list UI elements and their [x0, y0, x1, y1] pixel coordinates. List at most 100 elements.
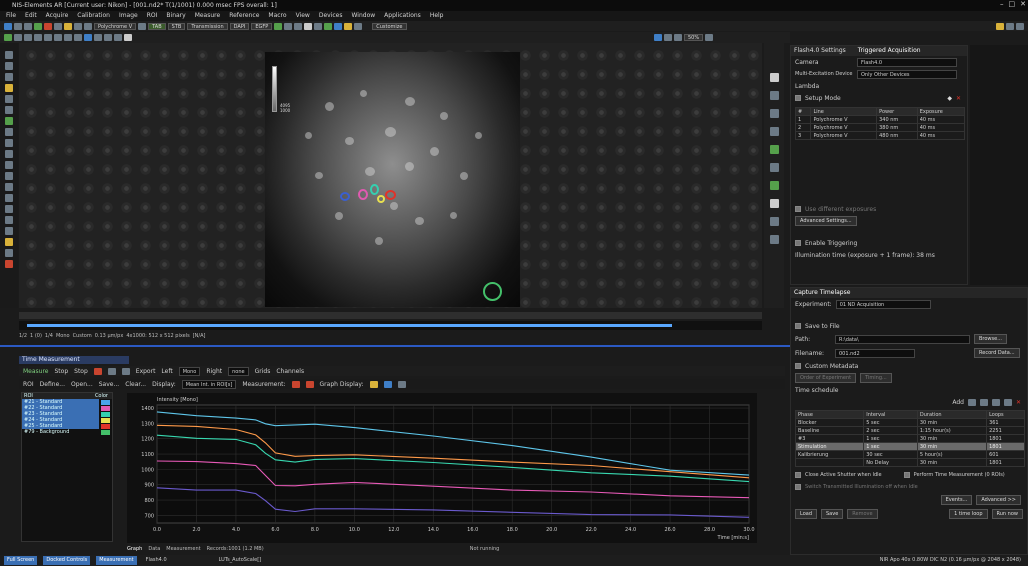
magnify-icon[interactable]: [674, 34, 682, 41]
export-image-icon[interactable]: [769, 235, 779, 244]
tab-measurement[interactable]: Measurement: [166, 546, 201, 552]
roi-row[interactable]: #22 - Standard: [22, 405, 112, 411]
zoom-icon[interactable]: [54, 22, 62, 30]
save-to-file-checkbox[interactable]: [795, 323, 801, 329]
events-button[interactable]: Events...: [940, 495, 973, 505]
phase-row[interactable]: Blocker 5 sec 30 min 361: [794, 418, 1025, 427]
arrow-icon[interactable]: [5, 183, 13, 191]
vertical-cursor-icon[interactable]: [291, 380, 300, 388]
roi-color-swatch[interactable]: [101, 399, 110, 405]
roi-color-swatch[interactable]: [101, 417, 110, 423]
text-icon[interactable]: [44, 34, 52, 41]
phase-interval[interactable]: 1 sec: [863, 434, 918, 443]
advanced-settings-button[interactable]: Advanced Settings...: [795, 216, 857, 226]
tab-custom[interactable]: Custom: [72, 333, 92, 339]
phase-interval[interactable]: No Delay: [863, 458, 918, 467]
copy-phase-icon[interactable]: [967, 398, 976, 406]
tab-triggered-acquisition[interactable]: Triggered Acquisition: [857, 47, 921, 54]
lock-icon[interactable]: [5, 249, 13, 257]
draw-icon[interactable]: [34, 34, 42, 41]
stb-chip[interactable]: STB: [167, 22, 186, 30]
channel-exp[interactable]: 40 ms: [916, 123, 966, 132]
layers-icon[interactable]: [769, 217, 779, 226]
phase-loops[interactable]: 361: [986, 418, 1025, 427]
freehand-icon[interactable]: [5, 117, 13, 125]
crop-icon[interactable]: [54, 34, 62, 41]
phase-phase[interactable]: Blocker: [794, 418, 865, 427]
menu-file[interactable]: File: [6, 12, 17, 19]
move-down-icon[interactable]: [1003, 398, 1012, 406]
new-document-icon[interactable]: [4, 22, 12, 30]
phase-phase[interactable]: [794, 458, 865, 467]
paste-phase-icon[interactable]: [979, 398, 988, 406]
roi-marker-red[interactable]: [385, 190, 396, 200]
time-measurement-tab[interactable]: Time Measurement: [19, 356, 129, 364]
histogram-icon[interactable]: [74, 22, 82, 30]
minimize-icon[interactable]: –: [1000, 0, 1004, 8]
roi-row[interactable]: #24 - Standard: [22, 417, 112, 423]
scale-icon[interactable]: [64, 34, 72, 41]
menu-image[interactable]: Image: [118, 12, 138, 19]
background-roi-marker[interactable]: [483, 282, 502, 301]
phase-duration[interactable]: 5 hour(s): [916, 450, 988, 459]
display-select[interactable]: Mean Int. in ROI[s]: [181, 379, 237, 389]
roi-row[interactable]: #21 - Standard: [22, 399, 112, 405]
phase-loops[interactable]: 2251: [986, 426, 1025, 435]
angle-icon[interactable]: [5, 205, 13, 213]
graph-icon[interactable]: [769, 127, 779, 136]
tab-one[interactable]: 1 (0): [30, 333, 42, 339]
table-icon[interactable]: [107, 367, 116, 375]
layout-icon[interactable]: [284, 22, 293, 30]
pointer-icon[interactable]: [5, 51, 13, 59]
view-icon[interactable]: [654, 34, 662, 41]
ruler-icon[interactable]: [5, 194, 13, 202]
text-tool-icon[interactable]: [5, 172, 13, 180]
phase-phase[interactable]: Stimulation: [794, 442, 865, 451]
channel-row[interactable]: 1 Polychrome V 340 nm 40 ms: [794, 115, 966, 124]
roi-color-swatch[interactable]: [101, 405, 110, 411]
live-icon[interactable]: [34, 22, 42, 30]
custom-metadata-checkbox[interactable]: [795, 363, 801, 369]
horizontal-scrollbar[interactable]: [19, 312, 762, 319]
roi-marker-blue[interactable]: [340, 192, 350, 201]
line-tool-icon[interactable]: [5, 128, 13, 136]
green-light-icon[interactable]: [324, 22, 333, 30]
channel-power[interactable]: 340 nm: [876, 115, 918, 124]
intensity-graph[interactable]: 0.0 2.0 4.0 6.0 8.0 10.0 12.0 14.0 16.0 18.0 20.0 2…: [127, 393, 757, 543]
open-folder-icon[interactable]: [14, 22, 22, 30]
order-of-experiment-button[interactable]: Order of Experiment: [795, 373, 857, 383]
copy-icon[interactable]: [121, 367, 130, 375]
zoom-select[interactable]: 50%: [684, 34, 704, 41]
delete-icon[interactable]: [5, 260, 13, 268]
menu-binary[interactable]: Binary: [166, 12, 186, 19]
pan-icon[interactable]: [14, 34, 22, 41]
tab-quarter[interactable]: 1/4: [44, 333, 53, 339]
load-button[interactable]: Load: [795, 509, 817, 519]
maximize-icon[interactable]: □: [1008, 0, 1016, 8]
tab-flash-settings[interactable]: Flash4.0 Settings: [794, 47, 846, 54]
mexc-select[interactable]: Only Other Devices: [857, 69, 957, 79]
roi-color-swatch[interactable]: [101, 429, 110, 435]
graph-split-icon[interactable]: [383, 380, 392, 388]
filename-field[interactable]: 001.nd2: [835, 348, 915, 358]
phase-loops[interactable]: 1801: [986, 458, 1025, 467]
roi-marker-yellow[interactable]: [377, 195, 385, 203]
phase-row[interactable]: Baseline 2 sec 1:15 hour(s) 2251: [794, 426, 1025, 435]
grids-toggle[interactable]: Grids: [254, 367, 271, 375]
phase-duration[interactable]: 30 min: [916, 458, 988, 467]
phase-duration[interactable]: 30 min: [916, 434, 988, 443]
phase-duration[interactable]: 30 min: [916, 418, 988, 427]
remove-channel-icon[interactable]: ✕: [955, 94, 961, 102]
advanced-button[interactable]: Advanced >>: [976, 495, 1021, 505]
capture-icon[interactable]: [44, 22, 52, 30]
tab-graph[interactable]: Graph: [127, 546, 143, 552]
polygon-icon[interactable]: [5, 106, 13, 114]
add-phase-button[interactable]: Add: [952, 398, 964, 406]
count-icon[interactable]: [5, 216, 13, 224]
annotation-icon[interactable]: [94, 34, 102, 41]
remove-button[interactable]: Remove: [847, 509, 878, 519]
phase-interval[interactable]: 2 sec: [863, 426, 918, 435]
highlight-icon[interactable]: [5, 238, 13, 246]
split-icon[interactable]: [769, 91, 779, 100]
check-icon[interactable]: [769, 145, 779, 154]
